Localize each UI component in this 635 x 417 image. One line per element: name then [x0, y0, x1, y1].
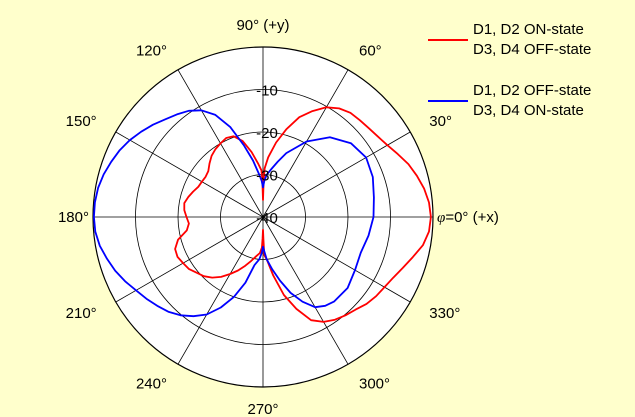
angle-tick-label: 330° [429, 305, 460, 322]
radial-tick-label: -20 [256, 125, 278, 142]
angle-tick-label: 120° [136, 43, 167, 60]
radial-tick-label: -40 [256, 210, 278, 227]
angle-tick-label: 150° [66, 113, 97, 130]
series-line-1 [174, 106, 432, 323]
angle-tick-label: 60° [359, 43, 382, 60]
data-traces [93, 106, 432, 323]
legend-label-line2: D3, D4 ON-state [473, 102, 584, 119]
angle-tick-label: 90° (+y) [236, 17, 289, 34]
grid-spoke [262, 69, 349, 218]
grid-spoke [177, 216, 264, 365]
angle-tick-label: 300° [359, 375, 390, 392]
angle-tick-label: 210° [66, 305, 97, 322]
grid-spoke [262, 216, 411, 303]
grid-spoke [115, 131, 264, 218]
angular-tick-labels: φ=0° (+x) 30° 60° 90° (+y) 120° 150° 180° 210° 2… [58, 17, 499, 417]
grid-spoke [262, 216, 349, 365]
angle-tick-label: 270° [247, 401, 278, 417]
polar-grid [92, 46, 434, 388]
radial-tick-label: -10 [256, 83, 278, 100]
series-line-2 [93, 109, 375, 318]
angle-tick-label: φ=0° (+x) [437, 209, 499, 226]
legend-label-line1: D1, D2 ON-state [473, 21, 584, 38]
angle-tick-label: 180° [58, 209, 89, 226]
grid-spoke [115, 216, 264, 303]
radial-tick-label: -30 [256, 168, 278, 185]
angle-tick-label: 240° [136, 375, 167, 392]
radial-tick-labels: -10 -20 -30 -40 [256, 83, 278, 228]
angle-tick-label: 30° [429, 113, 452, 130]
grid-spoke [262, 131, 411, 218]
legend: D1, D2 ON-state D3, D4 OFF-state D1, D2 OF… [428, 21, 591, 119]
legend-label-line2: D3, D4 OFF-state [473, 41, 591, 58]
legend-label-line1: D1, D2 OFF-state [473, 82, 591, 99]
